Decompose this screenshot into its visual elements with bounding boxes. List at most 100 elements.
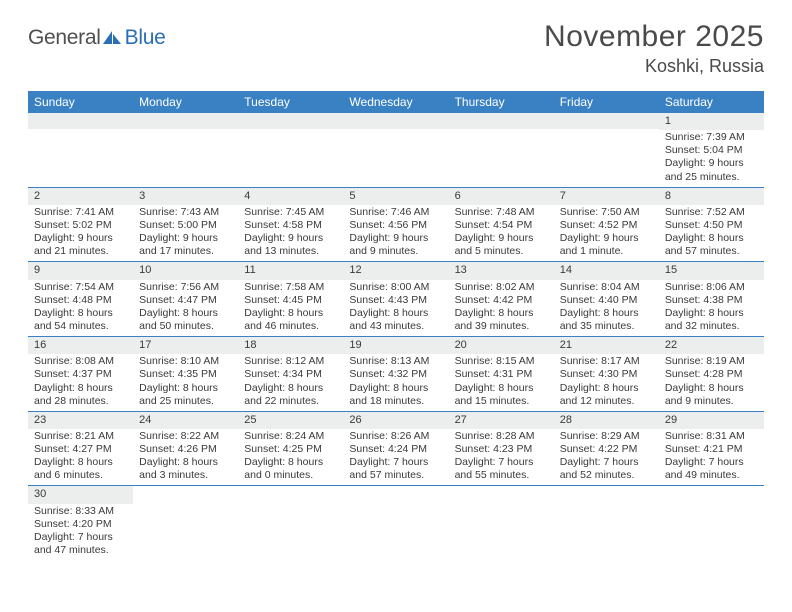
sunrise-line: Sunrise: 8:31 AM	[665, 430, 758, 443]
calendar-cell	[449, 486, 554, 560]
location-label: Koshki, Russia	[544, 56, 764, 77]
calendar-cell: 14Sunrise: 8:04 AMSunset: 4:40 PMDayligh…	[554, 262, 659, 337]
calendar-cell: 2Sunrise: 7:41 AMSunset: 5:02 PMDaylight…	[28, 187, 133, 262]
day-number: 8	[659, 188, 764, 205]
day-number: 9	[28, 262, 133, 279]
sunrise-line: Sunrise: 7:56 AM	[139, 281, 232, 294]
sunset-line: Sunset: 4:45 PM	[244, 294, 337, 307]
day-number: 6	[449, 188, 554, 205]
calendar-cell	[133, 113, 238, 187]
weekday-header: Thursday	[449, 91, 554, 113]
day-number: 29	[659, 412, 764, 429]
sunset-line: Sunset: 4:30 PM	[560, 368, 653, 381]
day-number: 12	[343, 262, 448, 279]
sunset-line: Sunset: 4:50 PM	[665, 219, 758, 232]
calendar-cell: 25Sunrise: 8:24 AMSunset: 4:25 PMDayligh…	[238, 411, 343, 486]
day-details: Sunrise: 8:00 AMSunset: 4:43 PMDaylight:…	[343, 280, 448, 337]
calendar-cell: 24Sunrise: 8:22 AMSunset: 4:26 PMDayligh…	[133, 411, 238, 486]
day-details: Sunrise: 8:08 AMSunset: 4:37 PMDaylight:…	[28, 354, 133, 411]
day-details: Sunrise: 7:48 AMSunset: 4:54 PMDaylight:…	[449, 205, 554, 262]
day-details: Sunrise: 8:15 AMSunset: 4:31 PMDaylight:…	[449, 354, 554, 411]
day-details: Sunrise: 8:31 AMSunset: 4:21 PMDaylight:…	[659, 429, 764, 486]
sunset-line: Sunset: 4:48 PM	[34, 294, 127, 307]
calendar-cell	[238, 486, 343, 560]
sunrise-line: Sunrise: 7:48 AM	[455, 206, 548, 219]
day-details: Sunrise: 7:41 AMSunset: 5:02 PMDaylight:…	[28, 205, 133, 262]
calendar-week-row: 1Sunrise: 7:39 AMSunset: 5:04 PMDaylight…	[28, 113, 764, 187]
day-details: Sunrise: 7:50 AMSunset: 4:52 PMDaylight:…	[554, 205, 659, 262]
daylight-line: Daylight: 7 hours and 49 minutes.	[665, 456, 758, 482]
calendar-cell: 26Sunrise: 8:26 AMSunset: 4:24 PMDayligh…	[343, 411, 448, 486]
daylight-line: Daylight: 8 hours and 32 minutes.	[665, 307, 758, 333]
sunset-line: Sunset: 4:20 PM	[34, 518, 127, 531]
calendar-cell	[659, 486, 764, 560]
sunrise-line: Sunrise: 8:00 AM	[349, 281, 442, 294]
daylight-line: Daylight: 9 hours and 17 minutes.	[139, 232, 232, 258]
day-number: 13	[449, 262, 554, 279]
sunrise-line: Sunrise: 7:50 AM	[560, 206, 653, 219]
weekday-header-row: Sunday Monday Tuesday Wednesday Thursday…	[28, 91, 764, 113]
day-details: Sunrise: 8:17 AMSunset: 4:30 PMDaylight:…	[554, 354, 659, 411]
day-details: Sunrise: 7:39 AMSunset: 5:04 PMDaylight:…	[659, 130, 764, 187]
day-details: Sunrise: 7:52 AMSunset: 4:50 PMDaylight:…	[659, 205, 764, 262]
calendar-week-row: 2Sunrise: 7:41 AMSunset: 5:02 PMDaylight…	[28, 187, 764, 262]
sunrise-line: Sunrise: 8:21 AM	[34, 430, 127, 443]
calendar-cell: 4Sunrise: 7:45 AMSunset: 4:58 PMDaylight…	[238, 187, 343, 262]
day-number: 3	[133, 188, 238, 205]
calendar-cell: 11Sunrise: 7:58 AMSunset: 4:45 PMDayligh…	[238, 262, 343, 337]
calendar-cell: 5Sunrise: 7:46 AMSunset: 4:56 PMDaylight…	[343, 187, 448, 262]
daylight-line: Daylight: 8 hours and 35 minutes.	[560, 307, 653, 333]
day-details: Sunrise: 8:28 AMSunset: 4:23 PMDaylight:…	[449, 429, 554, 486]
day-details: Sunrise: 8:02 AMSunset: 4:42 PMDaylight:…	[449, 280, 554, 337]
weekday-header: Monday	[133, 91, 238, 113]
weekday-header: Tuesday	[238, 91, 343, 113]
logo-text-a: General	[28, 26, 101, 50]
calendar-week-row: 23Sunrise: 8:21 AMSunset: 4:27 PMDayligh…	[28, 411, 764, 486]
day-number: 22	[659, 337, 764, 354]
calendar-cell: 15Sunrise: 8:06 AMSunset: 4:38 PMDayligh…	[659, 262, 764, 337]
daylight-line: Daylight: 7 hours and 47 minutes.	[34, 531, 127, 557]
day-number: 19	[343, 337, 448, 354]
day-number: 14	[554, 262, 659, 279]
day-details: Sunrise: 8:13 AMSunset: 4:32 PMDaylight:…	[343, 354, 448, 411]
day-number: 7	[554, 188, 659, 205]
calendar-week-row: 9Sunrise: 7:54 AMSunset: 4:48 PMDaylight…	[28, 262, 764, 337]
daylight-line: Daylight: 8 hours and 25 minutes.	[139, 382, 232, 408]
sunrise-line: Sunrise: 7:39 AM	[665, 131, 758, 144]
sunset-line: Sunset: 4:26 PM	[139, 443, 232, 456]
empty-day	[343, 486, 448, 502]
day-number: 17	[133, 337, 238, 354]
day-number: 23	[28, 412, 133, 429]
calendar-cell: 29Sunrise: 8:31 AMSunset: 4:21 PMDayligh…	[659, 411, 764, 486]
sunset-line: Sunset: 4:56 PM	[349, 219, 442, 232]
daylight-line: Daylight: 8 hours and 46 minutes.	[244, 307, 337, 333]
title-block: November 2025 Koshki, Russia	[544, 20, 764, 77]
calendar-cell: 8Sunrise: 7:52 AMSunset: 4:50 PMDaylight…	[659, 187, 764, 262]
day-details: Sunrise: 8:12 AMSunset: 4:34 PMDaylight:…	[238, 354, 343, 411]
sunset-line: Sunset: 4:35 PM	[139, 368, 232, 381]
calendar-cell: 6Sunrise: 7:48 AMSunset: 4:54 PMDaylight…	[449, 187, 554, 262]
sunset-line: Sunset: 4:28 PM	[665, 368, 758, 381]
sunrise-line: Sunrise: 8:17 AM	[560, 355, 653, 368]
day-number: 27	[449, 412, 554, 429]
sunset-line: Sunset: 4:37 PM	[34, 368, 127, 381]
calendar-table: Sunday Monday Tuesday Wednesday Thursday…	[28, 91, 764, 560]
daylight-line: Daylight: 8 hours and 12 minutes.	[560, 382, 653, 408]
sunset-line: Sunset: 4:32 PM	[349, 368, 442, 381]
calendar-cell: 17Sunrise: 8:10 AMSunset: 4:35 PMDayligh…	[133, 337, 238, 412]
weekday-header: Wednesday	[343, 91, 448, 113]
calendar-cell	[449, 113, 554, 187]
sunset-line: Sunset: 4:54 PM	[455, 219, 548, 232]
sunset-line: Sunset: 4:43 PM	[349, 294, 442, 307]
sunrise-line: Sunrise: 8:24 AM	[244, 430, 337, 443]
day-number: 26	[343, 412, 448, 429]
sunrise-line: Sunrise: 8:08 AM	[34, 355, 127, 368]
sunset-line: Sunset: 5:04 PM	[665, 144, 758, 157]
daylight-line: Daylight: 8 hours and 0 minutes.	[244, 456, 337, 482]
day-details: Sunrise: 8:29 AMSunset: 4:22 PMDaylight:…	[554, 429, 659, 486]
daylight-line: Daylight: 8 hours and 18 minutes.	[349, 382, 442, 408]
daylight-line: Daylight: 7 hours and 52 minutes.	[560, 456, 653, 482]
weekday-header: Saturday	[659, 91, 764, 113]
daylight-line: Daylight: 8 hours and 15 minutes.	[455, 382, 548, 408]
sunrise-line: Sunrise: 7:58 AM	[244, 281, 337, 294]
